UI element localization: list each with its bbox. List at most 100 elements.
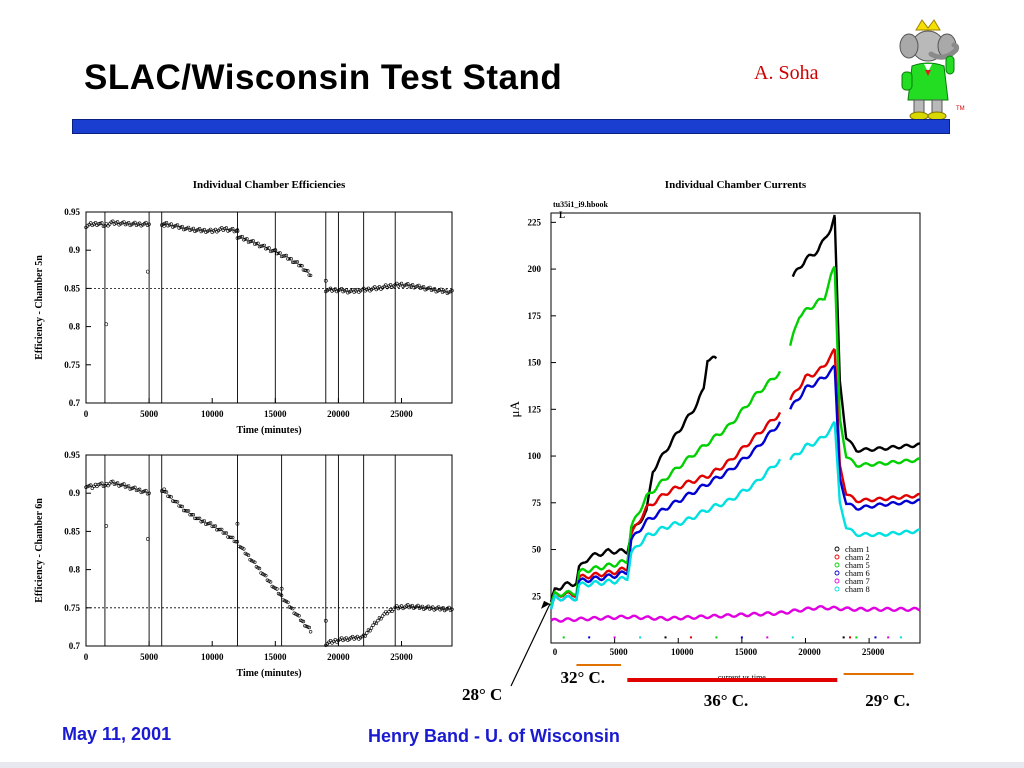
data-point (213, 227, 218, 232)
data-point (308, 273, 313, 278)
data-point (213, 524, 218, 528)
data-point (164, 221, 169, 225)
data-point (93, 221, 98, 225)
data-point (167, 223, 172, 227)
data-point (295, 260, 300, 264)
data-point (281, 254, 285, 258)
x-tick-label: 25000 (390, 652, 413, 662)
data-point (109, 480, 113, 484)
data-point (292, 260, 296, 264)
legend-entry: cham 1 (845, 544, 870, 554)
outlier-point (323, 618, 328, 623)
data-point (344, 636, 348, 640)
data-point (298, 263, 303, 268)
data-point (339, 636, 344, 640)
data-point (229, 227, 233, 232)
data-point (174, 499, 178, 504)
data-point (180, 224, 184, 229)
data-point (114, 481, 118, 486)
y-tick-label: 25 (532, 591, 542, 601)
data-point (85, 484, 90, 489)
data-point (423, 288, 427, 292)
data-point (374, 621, 378, 626)
legend-marker (834, 554, 840, 560)
data-point (122, 482, 126, 486)
x-tick-label: 5000 (140, 409, 159, 419)
data-point (172, 499, 177, 504)
baseline-marker (689, 636, 692, 639)
data-point (147, 222, 151, 226)
data-point (171, 499, 175, 503)
x-tick-label: 5000 (140, 652, 159, 662)
data-point (210, 524, 214, 529)
data-point (307, 273, 311, 277)
y-tick-label: 0.85 (64, 283, 80, 293)
data-point (294, 612, 298, 616)
data-point (249, 558, 254, 563)
data-point (373, 285, 377, 289)
data-point (257, 244, 262, 249)
data-point (257, 566, 262, 571)
temperature-label-32: 32° C. (560, 668, 605, 687)
x-tick-label: 15000 (735, 647, 758, 657)
data-point (175, 500, 180, 504)
data-point (199, 519, 203, 524)
data-point (242, 547, 246, 551)
data-point (182, 508, 186, 513)
data-point (436, 289, 440, 293)
data-point (366, 286, 371, 290)
data-point (434, 290, 438, 294)
baseline-marker (588, 636, 591, 639)
data-point (417, 283, 421, 288)
data-point (215, 528, 219, 532)
y-tick-label: 0.9 (69, 245, 81, 255)
data-point (279, 593, 284, 597)
y-tick-label: 0.95 (64, 207, 80, 217)
data-point (163, 221, 167, 226)
data-point (141, 490, 145, 494)
data-point (387, 609, 391, 614)
data-point (98, 482, 102, 486)
series-line-cham-2 (549, 411, 782, 606)
legend-entry: cham 7 (845, 576, 870, 586)
x-tick-label: 20000 (327, 652, 350, 662)
data-point (237, 544, 241, 549)
series-line-decay (833, 267, 921, 468)
data-point (182, 227, 186, 232)
data-point (237, 235, 241, 240)
data-point (208, 521, 213, 525)
x-tick-label: 15000 (264, 409, 287, 419)
baseline-marker (766, 636, 769, 639)
data-point (243, 237, 248, 242)
x-axis-label: Time (minutes) (236, 668, 301, 679)
outlier-point (235, 229, 240, 234)
temperature-arrow-28 (510, 603, 551, 687)
y-axis-label: μA (507, 401, 522, 418)
chart-title: Individual Chamber Efficiencies (193, 179, 346, 191)
data-point (120, 482, 125, 487)
data-point (268, 580, 273, 584)
x-tick-label: 10000 (671, 647, 694, 657)
data-point (245, 237, 249, 241)
data-point (98, 221, 102, 226)
x-tick-label: 25000 (862, 647, 885, 657)
data-point (308, 630, 313, 634)
baseline-marker (639, 636, 642, 639)
data-point (240, 234, 244, 239)
data-point (161, 489, 166, 493)
data-point (251, 239, 255, 243)
data-point (160, 223, 164, 227)
data-point (174, 223, 178, 228)
temperature-label-29: 29° C. (865, 691, 910, 710)
data-point (126, 221, 131, 225)
data-point (362, 286, 366, 290)
data-point (117, 484, 121, 488)
outlier-point (235, 521, 240, 526)
data-point (355, 287, 359, 292)
data-point (284, 253, 289, 258)
data-point (421, 285, 426, 289)
plot-frame (85, 454, 453, 647)
y-tick-label: 150 (528, 358, 542, 368)
data-point (333, 638, 337, 642)
